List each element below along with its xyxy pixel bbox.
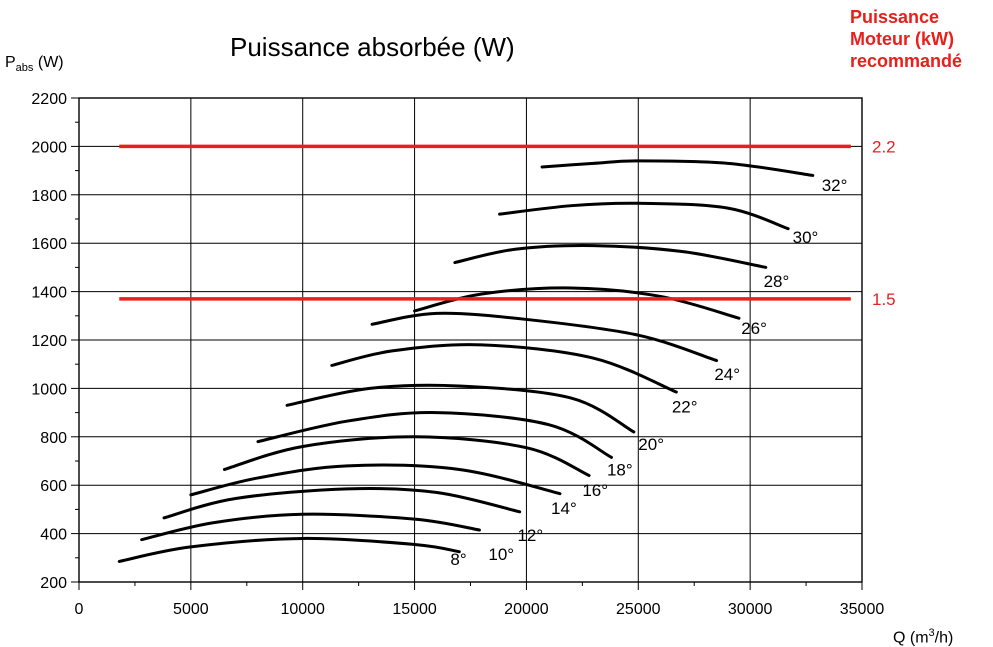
curve-18deg — [256, 411, 613, 459]
y-tick-label: 400 — [40, 527, 67, 544]
motor-line-label: 1.5 — [872, 290, 896, 309]
y-tick-label: 1800 — [31, 188, 67, 205]
x-tick-label: 30000 — [728, 601, 773, 618]
curve-label: 10° — [488, 545, 514, 564]
curve-label: 32° — [822, 176, 848, 195]
curve-label: 22° — [672, 398, 698, 417]
x-tick-label: 5000 — [173, 601, 209, 618]
motor-title-line-3: recommandé — [850, 51, 963, 71]
curve-12deg — [162, 486, 522, 520]
motor-title-line-1: Puissance — [850, 7, 940, 27]
y-tick-label: 1000 — [31, 381, 67, 398]
curve-label: 8° — [450, 550, 466, 569]
x-tick-label: 25000 — [616, 601, 661, 618]
x-tick-label: 0 — [75, 601, 84, 618]
y-axis-label-sub: abs — [15, 62, 34, 75]
curve-label: 12° — [517, 526, 543, 545]
curve-14deg — [189, 463, 562, 497]
y-axis-label-main: P — [5, 54, 16, 71]
curve-24deg — [370, 311, 719, 363]
curve-label: 30° — [793, 228, 819, 247]
curve-30deg — [498, 201, 790, 231]
x-axis-label: Q (m3/h) — [893, 627, 953, 647]
curve-label: 28° — [764, 272, 790, 291]
curve-28deg — [453, 244, 768, 269]
x-tick-label: 20000 — [504, 601, 549, 618]
y-tick-label: 200 — [40, 575, 67, 592]
x-axis-label-main: Q (m — [893, 629, 929, 647]
y-axis-label: Pabs (W) — [5, 54, 64, 74]
chart-plot: 200 400 600 800 1000 1200 1400 1600 1800 2000 2200… — [31, 91, 896, 618]
curve-label: 18° — [607, 461, 633, 480]
curve-22deg — [330, 343, 678, 394]
motor-power-title: Puissance Moteur (kW) recommandé — [850, 6, 962, 72]
curve-10deg — [140, 512, 481, 542]
x-tick-label: 10000 — [280, 601, 325, 618]
motor-title-line-2: Moteur (kW) — [850, 29, 954, 49]
chart: Puissance absorbée (W) Puissance Moteur … — [5, 6, 962, 646]
curve-32deg — [540, 159, 815, 177]
curve-20deg — [285, 383, 636, 434]
y-tick-label: 1600 — [31, 236, 67, 253]
curve-label: 20° — [638, 435, 664, 454]
curve-16deg — [222, 435, 591, 478]
curve-8deg — [117, 536, 461, 563]
chart-title: Puissance absorbée (W) — [230, 32, 515, 62]
x-tick-label: 35000 — [840, 601, 885, 618]
x-tick-label: 15000 — [392, 601, 437, 618]
curve-label: 24° — [714, 365, 740, 384]
motor-line-label: 2.2 — [872, 137, 896, 156]
y-tick-label: 1200 — [31, 333, 67, 350]
y-tick-label: 1400 — [31, 285, 67, 302]
y-tick-label: 2000 — [31, 139, 67, 156]
curve-label: 16° — [582, 481, 608, 500]
y-tick-label: 800 — [40, 430, 67, 447]
curve-label: 26° — [741, 319, 767, 338]
curve-label: 14° — [551, 499, 577, 518]
x-axis-label-unit: /h) — [934, 629, 954, 647]
y-tick-label: 2200 — [31, 91, 67, 108]
y-tick-label: 600 — [40, 478, 67, 495]
y-axis-label-unit: (W) — [33, 54, 64, 71]
